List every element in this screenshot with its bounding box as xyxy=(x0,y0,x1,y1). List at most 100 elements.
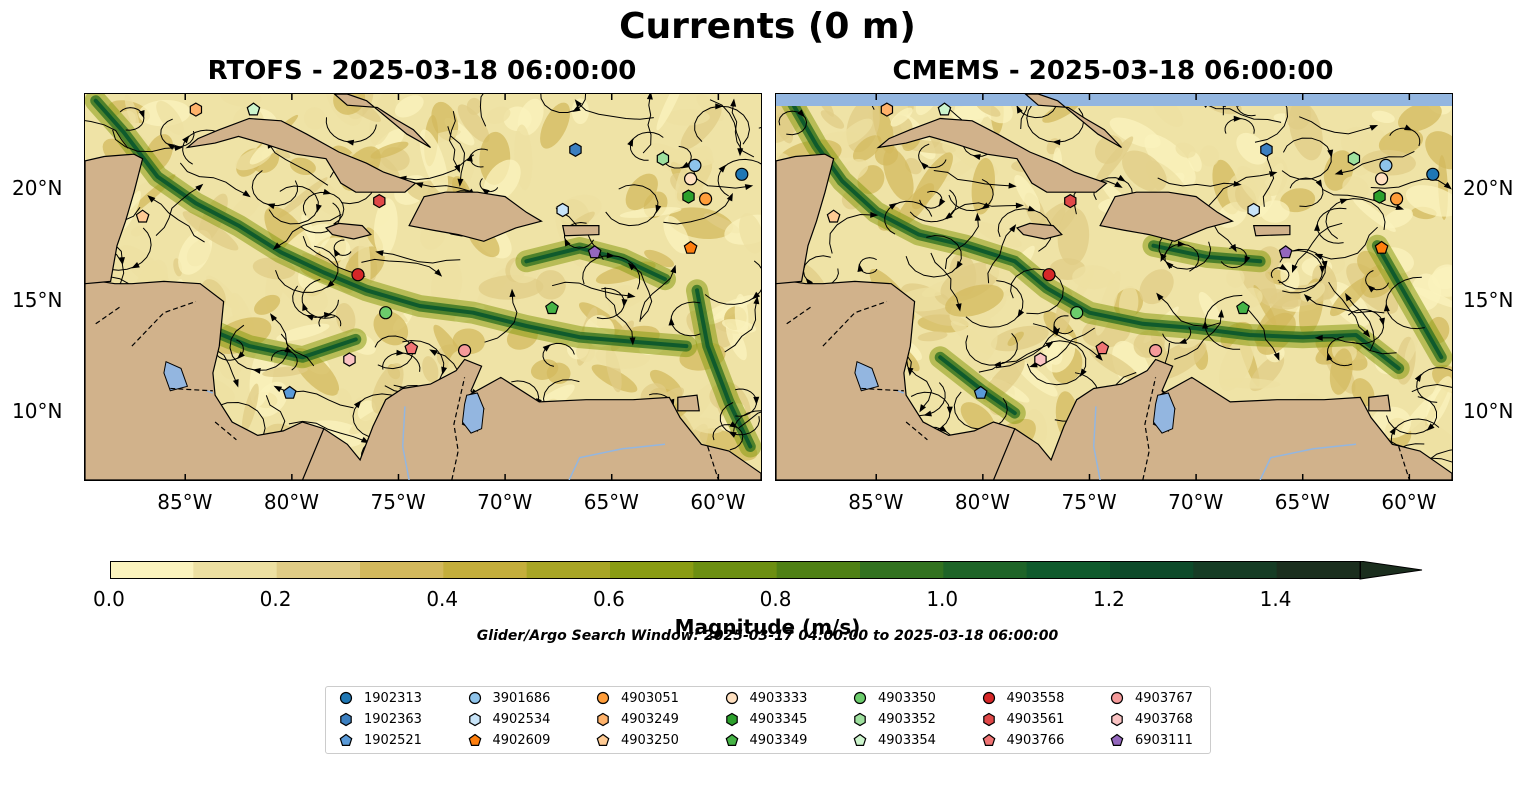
float-marker-4903558 xyxy=(1042,268,1056,282)
legend-item: 4903051 xyxy=(595,690,679,706)
legend-label: 1902521 xyxy=(364,732,422,748)
streamline-arrow xyxy=(955,303,962,312)
streamline-arrow xyxy=(1303,293,1312,302)
legend-marker-icon xyxy=(596,733,610,746)
puerto-rico-land xyxy=(561,225,600,237)
streamline-arrow xyxy=(252,367,261,374)
streamline-arrow xyxy=(1027,205,1037,212)
speed-blob xyxy=(664,109,710,126)
streamline-arrow xyxy=(1052,327,1061,336)
speed-blob xyxy=(1219,335,1255,392)
float-marker-1902521 xyxy=(282,385,297,399)
streamline-arrow xyxy=(457,178,464,187)
streamline-arrow xyxy=(752,291,761,300)
streamline-arrow xyxy=(1443,182,1452,190)
legend-label: 4903354 xyxy=(878,732,936,748)
streamline xyxy=(905,356,933,410)
lon-tick-label: 60°W xyxy=(690,490,746,514)
speed-blob xyxy=(370,141,409,159)
streamline-arrow xyxy=(1273,352,1280,361)
streamline-arrow xyxy=(1291,264,1298,274)
legend-item: 4903558 xyxy=(981,690,1064,706)
streamline xyxy=(1411,383,1452,393)
float-marker-4903768 xyxy=(343,352,356,367)
colorbar-tick-label: 1.0 xyxy=(926,587,959,611)
speed-blob xyxy=(571,98,589,125)
streamline-arrow xyxy=(870,211,879,218)
speed-blob xyxy=(1044,333,1076,373)
streamline-arrow xyxy=(715,103,724,110)
streamline-arrow xyxy=(1379,317,1385,327)
panel-title-cmems: CMEMS - 2025-03-18 06:00:00 xyxy=(892,56,1334,86)
speed-blob xyxy=(1014,174,1041,213)
legend-item: 4903768 xyxy=(1109,711,1193,727)
streamline-arrow xyxy=(681,161,690,169)
float-marker-1902363 xyxy=(569,142,582,157)
float-marker-4903250 xyxy=(826,209,841,223)
streamline-arrow xyxy=(454,164,460,173)
streamline-arrow xyxy=(1165,261,1174,270)
streamline-arrow xyxy=(938,198,946,207)
float-marker-4903352 xyxy=(656,151,670,166)
streamline-arrow xyxy=(981,202,990,210)
speed-blob xyxy=(1240,287,1263,308)
streamline-arrow xyxy=(1369,125,1379,131)
speed-blob xyxy=(1409,419,1452,464)
trinidad-land xyxy=(677,394,700,412)
streamline-arrow xyxy=(345,139,355,146)
legend-marker-icon xyxy=(982,733,995,746)
float-marker-1902363 xyxy=(1260,142,1273,157)
float-marker-4903333 xyxy=(683,172,698,186)
streamline-arrow xyxy=(441,366,448,375)
streamline xyxy=(663,196,732,225)
colorbar xyxy=(110,560,1430,585)
streamline-arrow xyxy=(270,313,278,322)
streamline-arrow xyxy=(326,280,335,288)
speed-blob xyxy=(486,106,511,125)
legend-item: 4903345 xyxy=(724,711,807,727)
streamline-arrow xyxy=(923,410,932,417)
streamline xyxy=(150,197,205,243)
cmems-map[interactable] xyxy=(775,93,1453,481)
legend-marker-icon xyxy=(468,733,481,746)
bahamas-land xyxy=(1024,94,1122,149)
streamline-arrow xyxy=(1334,169,1344,175)
streamline-arrow xyxy=(572,105,581,112)
speed-blob xyxy=(839,118,873,147)
lon-tick-label: 80°W xyxy=(263,490,320,514)
colorbar-swatch xyxy=(693,561,778,579)
float-marker-4903354 xyxy=(246,102,261,116)
float-marker-4903767 xyxy=(1149,344,1163,358)
streamline-arrow xyxy=(305,314,315,321)
cuba-land xyxy=(876,117,1108,193)
streamline-arrow xyxy=(266,203,276,210)
legend-label: 4903249 xyxy=(621,711,679,727)
rtofs-map[interactable] xyxy=(84,93,762,481)
country-border xyxy=(95,305,122,325)
streamline xyxy=(933,170,1013,187)
speed-blob xyxy=(644,249,675,268)
streamline-arrow xyxy=(621,299,628,308)
streamline-arrow xyxy=(753,396,760,405)
speed-blob xyxy=(1398,102,1442,132)
legend-label: 4903352 xyxy=(878,711,936,727)
streamline xyxy=(1328,281,1369,335)
streamline xyxy=(1292,222,1343,270)
lon-tick-label: 60°W xyxy=(1381,490,1437,514)
streamline xyxy=(484,292,518,343)
jamaica-land xyxy=(324,222,372,240)
legend-item: 4903766 xyxy=(981,732,1064,748)
speed-blob xyxy=(457,104,490,143)
river-line xyxy=(1092,406,1101,480)
trinidad-land xyxy=(1368,394,1391,412)
streamline xyxy=(271,316,315,367)
colorbar-tick-label: 0.2 xyxy=(259,587,292,611)
legend-label: 4902609 xyxy=(492,732,551,748)
speed-blob xyxy=(156,100,184,135)
streamline xyxy=(642,95,652,154)
legend-item: 4902609 xyxy=(467,732,551,748)
streamline-arrow xyxy=(805,277,813,286)
streamline-arrow xyxy=(1233,180,1242,187)
bahamas-land xyxy=(333,94,431,149)
streamline-arrow xyxy=(919,404,927,413)
